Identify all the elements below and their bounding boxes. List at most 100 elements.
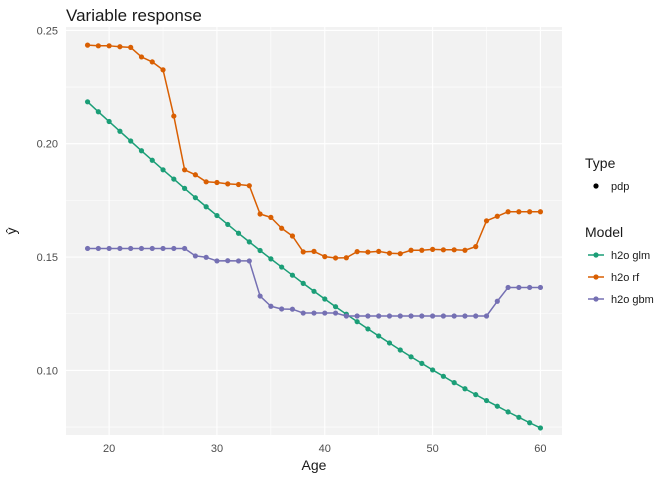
data-point-h2o-rf	[279, 225, 285, 231]
data-point-h2o-gbm	[225, 258, 231, 264]
data-point-h2o-rf	[246, 183, 252, 189]
data-point-h2o-glm	[365, 326, 371, 332]
data-point-h2o-gbm	[537, 284, 544, 291]
data-point-h2o-rf	[365, 249, 371, 255]
data-point-h2o-glm	[451, 380, 457, 386]
data-point-h2o-gbm	[386, 313, 393, 319]
data-point-h2o-glm	[376, 333, 382, 339]
legend-model-entries: h2o glm h2o rf h2o gbm	[588, 250, 654, 306]
data-point-h2o-gbm	[192, 253, 198, 259]
x-tick-label: 50	[426, 443, 438, 455]
data-point-h2o-glm	[192, 195, 198, 201]
data-point-h2o-rf	[397, 251, 403, 257]
data-point-h2o-glm	[106, 118, 112, 125]
data-point-h2o-gbm	[160, 245, 166, 252]
data-point-h2o-gbm	[300, 310, 306, 316]
data-point-h2o-glm	[386, 340, 393, 346]
data-point-h2o-rf	[505, 209, 511, 215]
data-point-h2o-glm	[527, 420, 533, 426]
chart-title: Variable response	[66, 6, 202, 25]
data-point-h2o-gbm	[182, 245, 188, 252]
data-point-h2o-rf	[483, 218, 490, 224]
data-point-h2o-gbm	[332, 310, 339, 316]
data-point-h2o-gbm	[354, 313, 360, 319]
legend-key-point-h2o-rf	[593, 274, 599, 280]
legend-label-h2o-rf: h2o rf	[611, 272, 640, 284]
data-point-h2o-gbm	[365, 313, 371, 319]
data-point-h2o-rf	[149, 59, 155, 65]
y-tick-label: 0.20	[37, 139, 58, 151]
data-point-h2o-glm	[268, 256, 274, 262]
data-point-h2o-glm	[235, 230, 242, 236]
data-point-h2o-rf	[160, 67, 166, 73]
data-point-h2o-gbm	[84, 245, 91, 252]
data-point-h2o-gbm	[149, 245, 155, 252]
data-point-h2o-rf	[473, 244, 479, 250]
data-point-h2o-glm	[397, 347, 403, 353]
data-point-h2o-rf	[84, 42, 91, 48]
x-axis-title: Age	[302, 457, 327, 473]
data-point-h2o-rf	[440, 247, 446, 253]
x-tick-label: 20	[103, 443, 115, 455]
data-point-h2o-rf	[268, 214, 274, 220]
data-point-h2o-gbm	[214, 258, 220, 264]
data-point-h2o-gbm	[419, 313, 425, 319]
data-point-h2o-glm	[171, 176, 177, 182]
data-point-h2o-gbm	[171, 245, 177, 252]
data-point-h2o-rf	[138, 54, 145, 60]
plot-panel	[66, 27, 562, 435]
data-point-h2o-rf	[516, 209, 522, 215]
data-point-h2o-gbm	[516, 284, 522, 291]
data-point-h2o-glm	[225, 221, 231, 228]
legend-key-point-h2o-glm	[593, 252, 599, 258]
major-gridlines	[66, 27, 562, 435]
data-point-h2o-glm	[311, 288, 317, 294]
data-point-h2o-glm	[408, 354, 414, 360]
data-point-h2o-gbm	[268, 303, 274, 309]
series-h2o-glm	[84, 99, 544, 431]
data-point-h2o-glm	[483, 397, 490, 404]
data-point-h2o-rf	[106, 43, 112, 49]
data-point-h2o-rf	[214, 179, 220, 186]
data-point-h2o-gbm	[322, 310, 328, 316]
y-axis-title: ŷ	[3, 228, 19, 235]
data-point-h2o-rf	[128, 44, 134, 51]
data-point-h2o-rf	[462, 247, 468, 253]
data-point-h2o-gbm	[128, 245, 134, 252]
data-point-h2o-glm	[332, 304, 339, 310]
data-point-h2o-gbm	[376, 313, 382, 319]
data-point-h2o-gbm	[473, 313, 479, 319]
data-point-h2o-glm	[128, 138, 134, 144]
data-point-h2o-glm	[149, 157, 155, 163]
data-point-h2o-gbm	[106, 245, 112, 252]
y-tick-label: 0.10	[37, 365, 58, 377]
x-tick-label: 30	[211, 443, 223, 455]
data-point-h2o-rf	[386, 250, 393, 256]
data-point-h2o-gbm	[527, 284, 533, 291]
data-point-h2o-glm	[182, 185, 188, 191]
y-tick-labels: 0.10 0.15 0.20 0.25	[37, 25, 58, 377]
data-point-h2o-gbm	[246, 258, 252, 264]
data-point-h2o-rf	[408, 247, 414, 253]
data-point-h2o-gbm	[203, 254, 209, 260]
x-tick-labels: 20 30 40 50 60	[103, 443, 547, 455]
legend-label-pdp: pdp	[611, 181, 629, 193]
legend: Type pdp Model h2o glm h2o rf h2o gbm	[585, 155, 654, 306]
data-point-h2o-rf	[95, 43, 101, 49]
data-point-h2o-rf	[527, 209, 533, 215]
data-point-h2o-rf	[430, 246, 436, 252]
legend-label-h2o-glm: h2o glm	[611, 250, 650, 262]
legend-title-model: Model	[585, 224, 623, 240]
data-point-h2o-glm	[494, 403, 500, 409]
data-point-h2o-glm	[203, 204, 209, 210]
data-point-h2o-glm	[516, 414, 522, 420]
data-point-h2o-rf	[203, 179, 209, 185]
data-point-h2o-glm	[440, 373, 446, 379]
data-point-h2o-gbm	[397, 313, 403, 319]
y-tick-label: 0.25	[37, 25, 58, 37]
data-point-h2o-glm	[160, 167, 166, 173]
data-point-h2o-glm	[138, 148, 145, 154]
data-point-h2o-rf	[171, 113, 177, 119]
data-point-h2o-gbm	[430, 313, 436, 319]
data-point-h2o-glm	[214, 212, 220, 219]
